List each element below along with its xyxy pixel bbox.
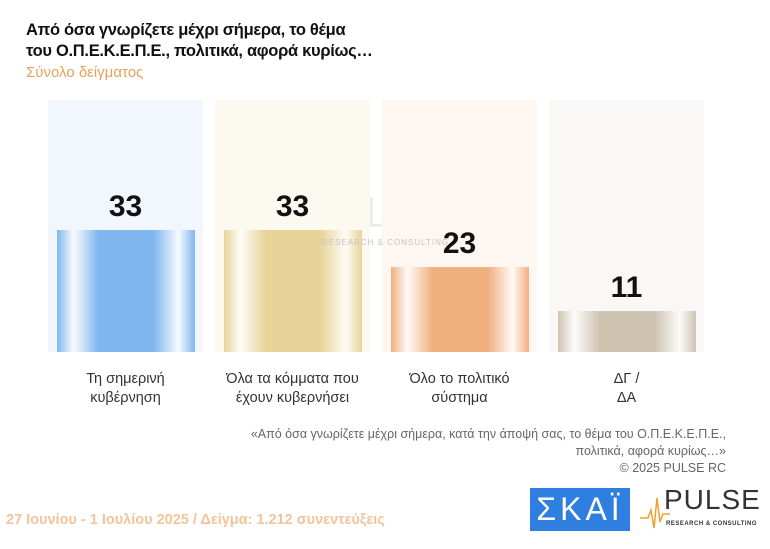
column-background: 33 [215, 100, 370, 352]
category-label-line: κυβέρνηση [90, 390, 161, 406]
note-line: πολιτικά, αφορά κυρίως…» [575, 444, 726, 458]
bar [558, 311, 696, 352]
category-label-line: Όλο το πολιτικό [409, 371, 510, 387]
category-label-line: έχουν κυβερνήσει [235, 390, 350, 406]
bar [224, 229, 362, 352]
category-label-line: Τη σημερινή [86, 371, 165, 387]
copyright: © 2025 PULSE RC [619, 461, 726, 475]
category-label: ΔΓ / ΔΑ [549, 370, 704, 408]
watermark-sub: RESEARCH & CONSULTING [322, 238, 450, 247]
pulse-logo: PULSE RESEARCH & CONSULTING [640, 484, 760, 531]
column-background: 33 [48, 100, 203, 352]
category-label-line: ΔΓ / [613, 371, 640, 387]
chart-title: Από όσα γνωρίζετε μέχρι σήμερα, το θέμα … [26, 20, 373, 62]
title-line: του Ο.Π.Ε.Κ.Ε.Π.Ε., πολιτικά, αφορά κυρί… [26, 42, 373, 60]
category-label-line: ΔΑ [616, 390, 637, 406]
category-label-line: Όλα τα κόμματα που [226, 371, 359, 387]
data-label: 33 [275, 189, 310, 223]
skai-logo: ΣΚΑΪ [530, 488, 630, 531]
note-line: «Από όσα γνωρίζετε μέχρι σήμερα, κατά τη… [250, 427, 726, 441]
category-label: Όλα τα κόμματα που έχουν κυβερνήσει [215, 370, 370, 408]
bar [391, 266, 529, 352]
title-line: Από όσα γνωρίζετε μέχρι σήμερα, το θέμα [26, 21, 346, 39]
column-background: 11 [549, 100, 704, 352]
column-background: 23 [382, 100, 537, 352]
footer-sample-info: 27 Ιουνίου - 1 Ιουλίου 2025 / Δείγμα: 1.… [6, 512, 385, 528]
bar [57, 229, 195, 352]
data-label: 23 [442, 226, 477, 260]
category-label: Όλο το πολιτικό σύστημα [382, 370, 537, 408]
data-label: 33 [108, 189, 143, 223]
category-label-line: σύστημα [431, 390, 488, 406]
category-label: Τη σημερινή κυβέρνηση [48, 370, 203, 408]
pulse-wave-icon [640, 497, 670, 529]
question-note: «Από όσα γνωρίζετε μέχρι σήμερα, κατά τη… [251, 426, 726, 477]
chart-subtitle: Σύνολο δείγματος [26, 64, 144, 81]
data-label: 11 [610, 271, 643, 305]
